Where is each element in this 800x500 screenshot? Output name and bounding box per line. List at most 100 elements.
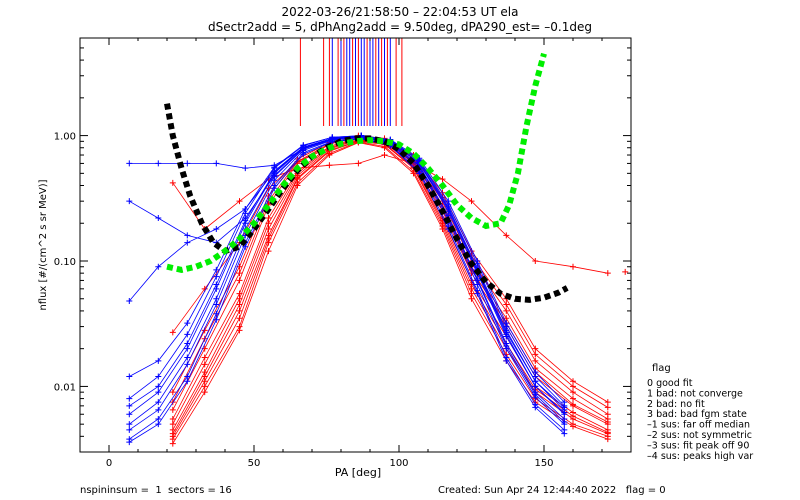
blue-data-point bbox=[213, 281, 220, 288]
blue-data-point bbox=[213, 316, 220, 323]
blue-data-point bbox=[184, 354, 191, 361]
blue-data-point bbox=[155, 389, 162, 396]
blue-data-point bbox=[155, 383, 162, 390]
red-data-point bbox=[236, 301, 243, 308]
chart-title: 2022-03-26/21:58:50 – 22:04:53 UT ela bbox=[281, 5, 518, 19]
blue-data-point bbox=[561, 419, 568, 426]
blue-data-point bbox=[445, 205, 452, 212]
blue-data-point bbox=[445, 198, 452, 205]
red-data-point bbox=[201, 373, 208, 380]
blue-series-line-21 bbox=[129, 135, 565, 403]
red-data-point bbox=[326, 162, 333, 169]
footer-right: Created: Sun Apr 24 12:44:40 2022 flag =… bbox=[438, 485, 666, 496]
blue-data-point bbox=[126, 198, 133, 205]
axes-layer: 0 50 100 150 0.01 0.10 1.00 bbox=[54, 38, 632, 469]
red-data-point bbox=[532, 351, 539, 358]
red-series-line-5 bbox=[172, 136, 609, 403]
red-data-point bbox=[570, 389, 576, 396]
blue-data-point bbox=[184, 361, 191, 368]
red-data-point bbox=[201, 354, 208, 361]
blue-data-point bbox=[184, 378, 191, 385]
blue-data-point bbox=[213, 295, 220, 302]
series-layer bbox=[126, 132, 629, 447]
footer-left: nspininsum = 1 sectors = 16 bbox=[80, 485, 232, 496]
blue-data-point bbox=[532, 378, 539, 385]
red-data-point bbox=[201, 383, 208, 390]
red-data-point bbox=[381, 152, 388, 159]
blue-data-point bbox=[184, 160, 191, 167]
red-series-line-12 bbox=[172, 140, 608, 434]
blue-data-point bbox=[213, 301, 220, 308]
blue-series-line-20 bbox=[129, 136, 565, 425]
red-data-point bbox=[265, 248, 272, 255]
red-data-point bbox=[169, 415, 176, 422]
blue-data-point bbox=[213, 266, 220, 273]
x-tick-label: 150 bbox=[534, 458, 553, 469]
legend-entry: –2 sus: not symmetric bbox=[647, 430, 752, 441]
blue-data-point bbox=[329, 135, 336, 142]
blue-data-point bbox=[213, 273, 220, 280]
red-data-point bbox=[532, 258, 539, 265]
red-data-point bbox=[570, 421, 576, 428]
red-data-point bbox=[169, 421, 176, 428]
red-data-point bbox=[570, 401, 576, 408]
red-data-point bbox=[355, 160, 362, 167]
red-data-point bbox=[236, 198, 243, 205]
red-data-point bbox=[468, 198, 475, 205]
red-data-point bbox=[236, 307, 243, 314]
red-data-point bbox=[532, 357, 539, 364]
red-data-point bbox=[201, 389, 208, 396]
blue-data-point bbox=[242, 205, 249, 212]
blue-data-point bbox=[561, 409, 568, 416]
red-series-line-7 bbox=[172, 139, 609, 420]
fits-layer bbox=[164, 52, 569, 303]
red-data-point bbox=[169, 430, 176, 437]
blue-series-line-23 bbox=[129, 135, 565, 413]
red-data-point bbox=[236, 277, 243, 284]
blue-data-point bbox=[126, 373, 133, 380]
legend-title: flag bbox=[652, 363, 671, 374]
red-data-point bbox=[265, 225, 272, 232]
red-data-point bbox=[604, 270, 611, 277]
blue-data-point bbox=[126, 439, 133, 446]
blue-data-point bbox=[155, 406, 162, 413]
red-data-point bbox=[604, 399, 611, 406]
blue-data-point bbox=[300, 151, 307, 158]
red-data-point bbox=[169, 436, 176, 443]
red-series-line-2 bbox=[172, 140, 608, 437]
x-tick-label: 100 bbox=[389, 458, 408, 469]
red-data-point bbox=[169, 389, 176, 396]
red-data-point bbox=[570, 263, 576, 270]
red-outlier-point bbox=[622, 268, 629, 275]
vertical-lines-layer bbox=[299, 38, 403, 126]
red-data-point bbox=[236, 323, 243, 330]
y-axis-label: nflux [#/(cm^2 s sr MeV)] bbox=[38, 179, 49, 310]
red-data-point bbox=[265, 215, 272, 222]
blue-data-point bbox=[126, 297, 133, 304]
y-tick-label: 0.01 bbox=[54, 382, 76, 393]
green-fit-curve bbox=[166, 52, 547, 273]
red-data-point bbox=[468, 295, 475, 302]
blue-data-point bbox=[126, 421, 133, 428]
blue-data-point bbox=[155, 357, 162, 364]
chart-subtitle: dSectr2add = 5, dPhAng2add = 9.50deg, dP… bbox=[208, 20, 592, 34]
x-tick-label: 0 bbox=[106, 458, 112, 469]
red-data-point bbox=[201, 361, 208, 368]
red-data-point bbox=[604, 419, 611, 426]
blue-data-point bbox=[532, 404, 539, 411]
legend-entry: 0 good fit bbox=[647, 378, 693, 389]
blue-data-point bbox=[532, 383, 539, 390]
blue-data-point bbox=[242, 217, 249, 224]
blue-data-point bbox=[242, 243, 249, 250]
legend-entry: 1 bad: not converge bbox=[647, 388, 743, 399]
red-data-point bbox=[503, 307, 510, 314]
red-data-point bbox=[503, 232, 510, 239]
red-data-point bbox=[236, 270, 243, 277]
red-data-point bbox=[169, 179, 176, 186]
y-tick-label: 1.00 bbox=[54, 132, 76, 143]
blue-data-point bbox=[532, 391, 539, 398]
red-data-point bbox=[265, 232, 272, 239]
blue-data-point bbox=[184, 340, 191, 347]
blue-data-point bbox=[184, 232, 191, 239]
